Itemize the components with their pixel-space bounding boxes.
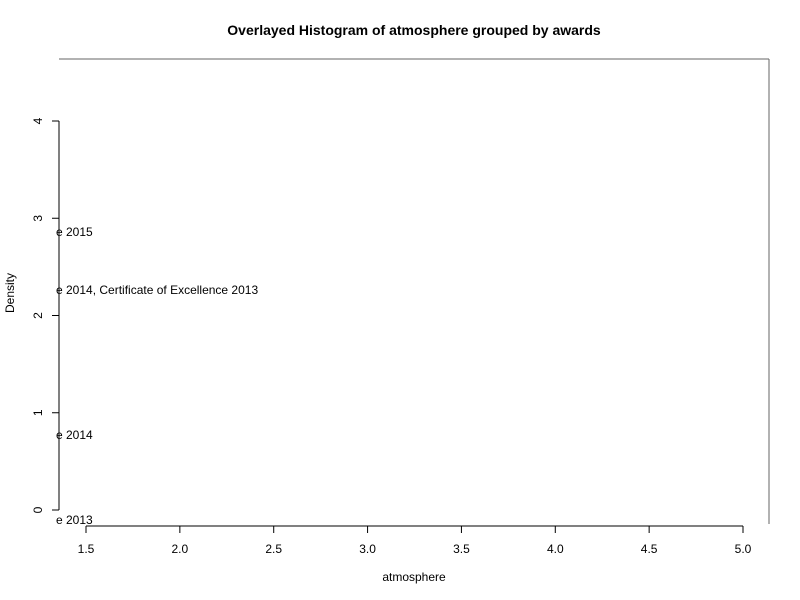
y-tick-label: 1 (31, 409, 45, 416)
x-tick-label: 2.5 (265, 542, 282, 556)
y-tick-label: 0 (31, 506, 45, 513)
x-tick-label: 3.0 (359, 542, 376, 556)
x-tick-label: 5.0 (735, 542, 752, 556)
y-tick-label: 2 (31, 312, 45, 319)
legend-entry: e 2014 (56, 428, 93, 442)
legend: e 2015 e 2014, Certificate of Excellence … (56, 225, 258, 527)
x-tick-label: 1.5 (78, 542, 95, 556)
y-axis: 0 1 2 3 4 (31, 117, 60, 513)
y-axis-title: Density (3, 273, 17, 313)
x-tick-label: 2.0 (172, 542, 189, 556)
x-tick-label: 4.0 (547, 542, 564, 556)
x-axis-title: atmosphere (382, 570, 446, 584)
y-tick-label: 4 (31, 117, 45, 124)
plot-frame (59, 58, 770, 524)
chart-title: Overlayed Histogram of atmosphere groupe… (227, 22, 601, 38)
legend-entry: e 2015 (56, 225, 93, 239)
x-tick-label: 4.5 (641, 542, 658, 556)
legend-entry: e 2014, Certificate of Excellence 2013 (56, 283, 258, 297)
y-tick-label: 3 (31, 215, 45, 222)
x-tick-label: 3.5 (453, 542, 470, 556)
legend-entry: e 2013 (56, 513, 93, 527)
x-axis: 1.5 2.0 2.5 3.0 3.5 4.0 4.5 5.0 (78, 525, 752, 556)
